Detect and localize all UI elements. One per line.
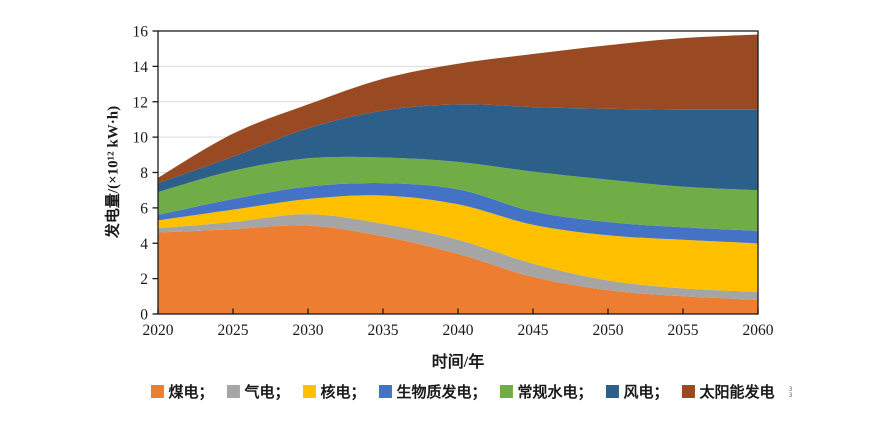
y-tick-label: 14 xyxy=(133,59,149,76)
x-tick-label: 2050 xyxy=(593,322,624,339)
area-biomass xyxy=(158,183,758,244)
legend-item-wind: 风电； xyxy=(605,381,669,401)
legend-label-hydro: 常规水电； xyxy=(517,384,593,401)
legend-label-biomass: 生物质发电； xyxy=(396,384,487,401)
area-nuclear xyxy=(158,195,758,292)
area-gas xyxy=(158,214,758,300)
y-tick-label: 10 xyxy=(133,130,149,147)
y-tick-label: 6 xyxy=(140,200,148,217)
area-wind xyxy=(158,104,758,192)
legend-swatch-biomass xyxy=(378,384,392,398)
y-tick-label: 16 xyxy=(133,24,149,41)
legend-item-biomass: 生物质发电； xyxy=(378,381,487,401)
x-tick-label: 2035 xyxy=(368,322,399,339)
x-tick-label: 2030 xyxy=(293,322,324,339)
x-tick-label: 2025 xyxy=(218,322,249,339)
legend-swatch-nuclear xyxy=(302,384,316,398)
x-tick-label: 2060 xyxy=(743,322,774,339)
legend-item-solar: 太阳能发电 xyxy=(681,381,775,401)
legend-item-coal: 煤电； xyxy=(150,381,213,401)
legend-swatch-hydro xyxy=(499,384,513,398)
legend-item-gas: 气电； xyxy=(226,381,289,401)
legend-item-hydro: 常规水电； xyxy=(499,381,593,401)
legend: 煤电； 气电； 核电； 生物质发电； 常规水电； 风电； 太阳能发电 xyxy=(150,381,775,401)
legend-label-nuclear: 核电； xyxy=(320,384,366,401)
x-tick-label: 2040 xyxy=(443,322,474,339)
legend-label-solar: 太阳能发电 xyxy=(699,384,775,401)
legend-label-gas: 气电； xyxy=(244,384,290,401)
y-axis-title: 发电量/(×10¹² kW·h) xyxy=(105,105,122,239)
legend-label-coal: 煤电； xyxy=(168,384,214,401)
x-tick-label: 2045 xyxy=(518,322,549,339)
legend-swatch-gas xyxy=(226,384,240,398)
legend-swatch-wind xyxy=(605,384,619,398)
y-tick-label: 8 xyxy=(140,165,148,182)
x-tick-label: 2020 xyxy=(143,322,174,339)
y-tick-label: 0 xyxy=(140,307,148,324)
y-tick-label: 4 xyxy=(140,236,148,253)
stray-mark: 3 3 xyxy=(788,385,793,399)
area-coal xyxy=(158,225,758,314)
legend-item-nuclear: 核电； xyxy=(302,381,365,401)
y-tick-label: 12 xyxy=(133,94,149,111)
y-tick-label: 2 xyxy=(140,271,148,288)
legend-label-wind: 风电； xyxy=(623,384,669,401)
legend-swatch-coal xyxy=(150,384,164,398)
area-hydro xyxy=(158,156,758,231)
x-axis-title: 时间/年 xyxy=(431,354,485,371)
area-solar xyxy=(158,34,758,184)
legend-swatch-solar xyxy=(681,384,695,398)
x-tick-label: 2055 xyxy=(668,322,699,339)
